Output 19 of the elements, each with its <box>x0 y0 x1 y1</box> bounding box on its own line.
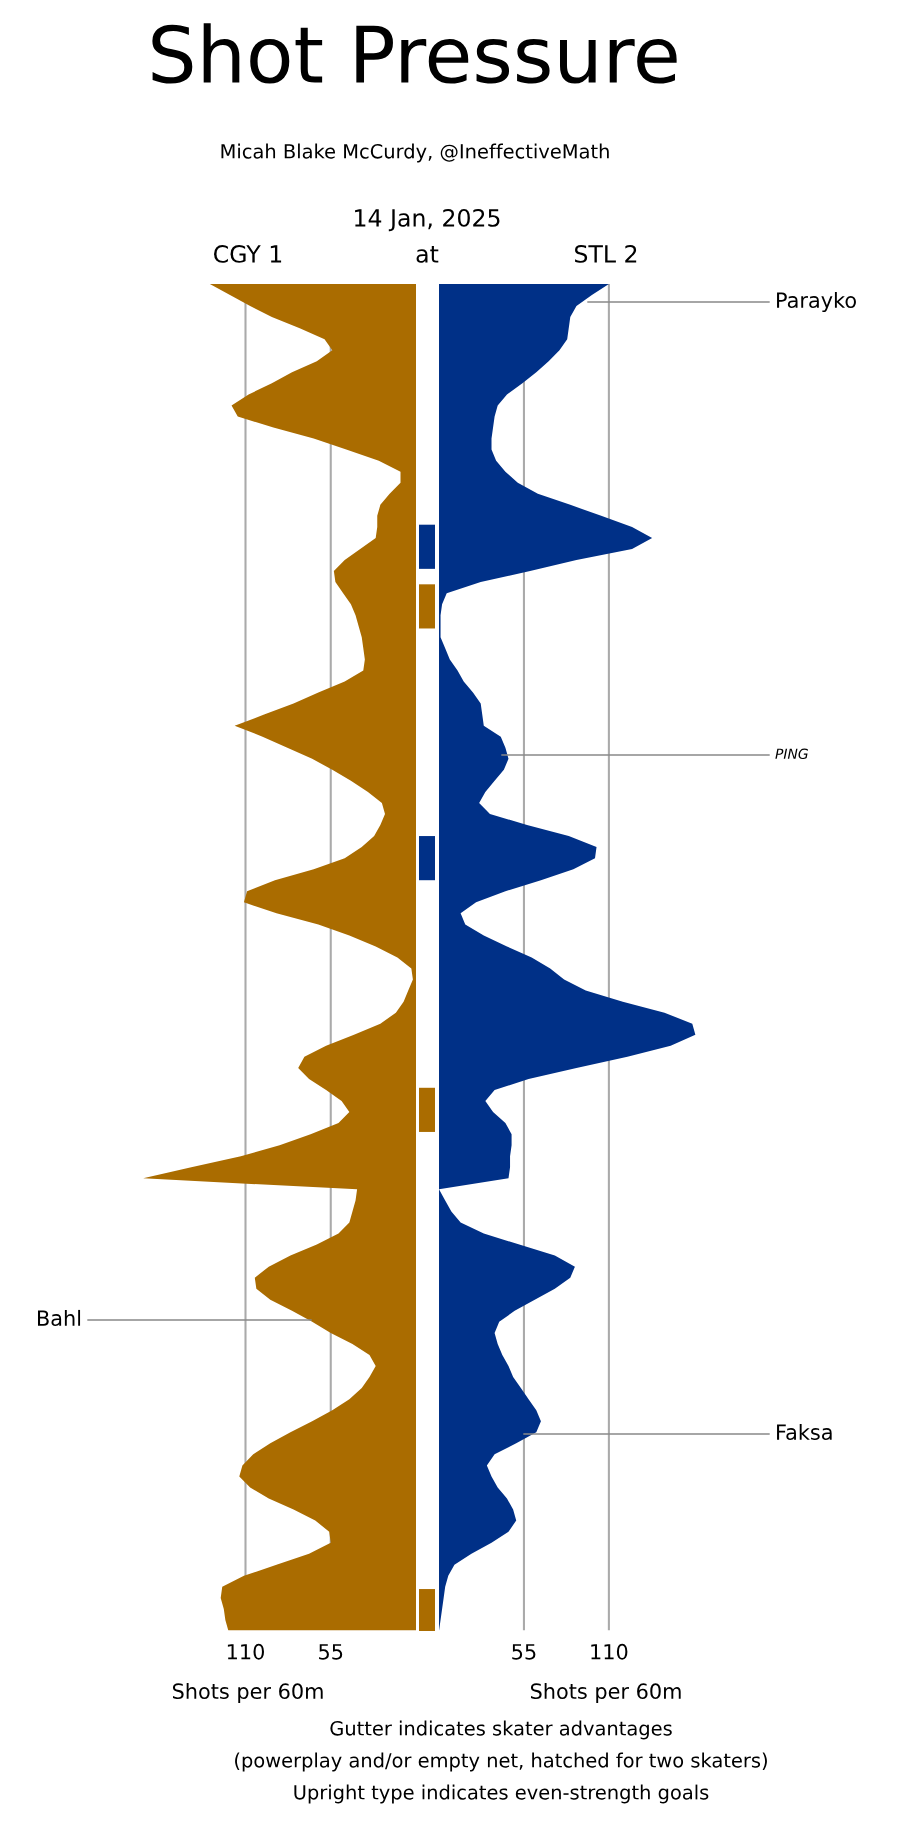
text: Faksa <box>777 1423 832 1441</box>
x-tick-label: 55 <box>512 1644 536 1660</box>
x-tick-label: 55 <box>319 1644 343 1660</box>
text: STL 2 <box>575 244 637 263</box>
text: (powerplay and/or empty net, hatched for two skaters) <box>235 1752 767 1772</box>
text: 14 Jan, 2025 <box>355 208 500 232</box>
x-tick-label: 110 <box>227 1643 264 1660</box>
text: PING <box>775 748 808 760</box>
x-axis-title: Shots per 60m <box>530 1682 681 1704</box>
x-tick-label: 110 <box>591 1643 628 1660</box>
text: Parayko <box>777 291 856 313</box>
text: Upright type indicates even-strength goals <box>294 1784 709 1804</box>
chart-title: Shot Pressure <box>152 23 677 84</box>
text: at <box>416 245 439 263</box>
text: Gutter indicates skater advantages <box>330 1720 672 1740</box>
x-axis-title: Shots per 60m <box>172 1682 323 1704</box>
text: CGY 1 <box>214 244 282 263</box>
chart-subtitle: Micah Blake McCurdy, @IneffectiveMath <box>221 143 609 163</box>
text: Bahl <box>37 1309 81 1327</box>
